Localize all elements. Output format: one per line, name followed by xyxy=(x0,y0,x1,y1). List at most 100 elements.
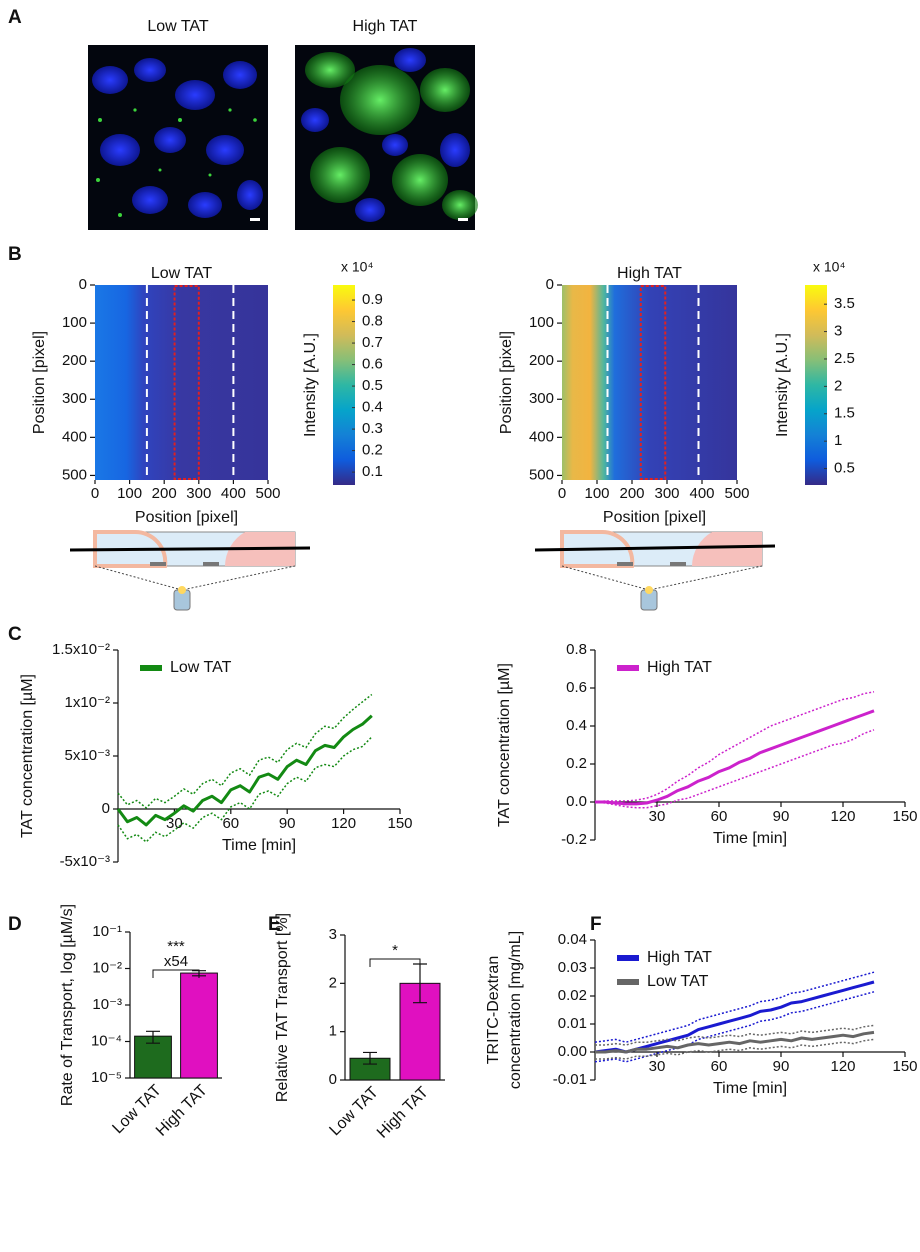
x-tick-label: 0 xyxy=(558,485,566,502)
x-tick-label: 500 xyxy=(724,485,749,502)
y-tick-label: 300 xyxy=(62,390,87,407)
y-tick-label: 0.2 xyxy=(566,755,587,772)
y-tick-label: 10⁻² xyxy=(92,959,122,976)
colorbar-label: Intensity [A.U.] xyxy=(774,333,791,437)
x-tick-label: 0 xyxy=(91,485,99,502)
image-title: Low TAT xyxy=(147,18,209,35)
y-tick-label: 200 xyxy=(62,352,87,369)
y-tick-label: 0.8 xyxy=(566,641,587,658)
y-tick-label: 0.0 xyxy=(566,793,587,810)
x-tick-label: 30 xyxy=(166,815,183,832)
y-tick-label: 0 xyxy=(329,1071,337,1088)
error-bar xyxy=(146,1030,160,1044)
y-tick-label: 100 xyxy=(529,314,554,331)
schematic-high xyxy=(534,529,776,611)
colorbar-tick-label: 0.6 xyxy=(362,356,383,373)
x-tick-label: 300 xyxy=(654,485,679,502)
legend-label: Low TAT xyxy=(647,973,709,990)
band-line xyxy=(594,691,875,803)
colorbar-tick-label: 0.4 xyxy=(362,399,383,416)
colorbar-tick-label: 0.7 xyxy=(362,334,383,351)
series-line xyxy=(116,714,373,827)
y-axis-label: TAT concentration [µM] xyxy=(19,674,36,838)
significance-bracket xyxy=(152,969,200,978)
x-axis-label: Position [pixel] xyxy=(135,509,238,526)
y-tick-label: 300 xyxy=(529,390,554,407)
annotation: x54 xyxy=(164,953,188,970)
error-bar xyxy=(363,1051,377,1065)
y-tick-label: 0.6 xyxy=(566,679,587,696)
colorbar-tick-label: 0.9 xyxy=(362,291,383,308)
x-axis-label: Time [min] xyxy=(713,830,787,847)
x-tick-label: 200 xyxy=(619,485,644,502)
panel-letter: D xyxy=(8,914,22,935)
x-tick-label: High TAT xyxy=(153,1082,211,1140)
y-tick-label: 0 xyxy=(546,276,554,293)
y-tick-label: -5x10⁻³ xyxy=(60,853,110,870)
image-title: High TAT xyxy=(353,18,418,35)
y-tick-label: 0.03 xyxy=(558,959,587,976)
y-tick-label: 10⁻⁴ xyxy=(91,1032,122,1049)
micrograph-high xyxy=(295,45,478,230)
y-tick-label: 5x10⁻³ xyxy=(65,747,110,764)
colorbar-tick-label: 0.2 xyxy=(362,442,383,459)
y-tick-label: 0.4 xyxy=(566,717,587,734)
y-axis-label: TAT concentration [µM] xyxy=(496,663,513,827)
x-tick-label: 120 xyxy=(830,808,855,825)
band-line xyxy=(594,729,875,809)
colorbar xyxy=(333,285,355,485)
x-tick-label: 400 xyxy=(221,485,246,502)
y-tick-label: -0.2 xyxy=(561,831,587,848)
annotation: *** xyxy=(167,938,185,955)
y-tick-label: 100 xyxy=(62,314,87,331)
legend-label: Low TAT xyxy=(170,659,232,676)
x-tick-label: 100 xyxy=(117,485,142,502)
panel-letter: C xyxy=(8,624,22,645)
band-line xyxy=(594,991,875,1063)
band-line xyxy=(595,1024,875,1046)
chart-title: Low TAT xyxy=(151,265,213,282)
y-tick-label: 400 xyxy=(62,428,87,445)
y-axis-label: Position [pixel] xyxy=(498,331,515,434)
y-tick-label: 200 xyxy=(529,352,554,369)
y-tick-label: 1 xyxy=(329,1023,337,1040)
y-tick-label: 400 xyxy=(529,428,554,445)
y-axis-label: Relative TAT Transport [%] xyxy=(274,913,291,1102)
panel-letter: E xyxy=(268,914,281,935)
y-tick-label: 10⁻¹ xyxy=(92,923,122,940)
colorbar-tick-label: 0.3 xyxy=(362,420,383,437)
x-tick-label: High TAT xyxy=(374,1084,432,1142)
x-tick-label: 200 xyxy=(152,485,177,502)
x-tick-label: 150 xyxy=(892,808,917,825)
colorbar-tick-label: 3.5 xyxy=(834,295,855,312)
significance-bracket xyxy=(369,958,421,967)
panel-letter: B xyxy=(8,244,22,265)
colorbar-multiplier: x 10⁴ xyxy=(341,259,373,275)
y-tick-label: 500 xyxy=(62,466,87,483)
colorbar-tick-label: 1.5 xyxy=(834,405,855,422)
x-tick-label: 90 xyxy=(279,815,296,832)
colorbar-tick-label: 0.5 xyxy=(834,460,855,477)
x-axis-label: Time [min] xyxy=(713,1080,787,1097)
roi-box xyxy=(173,285,200,480)
y-tick-label: 0 xyxy=(79,276,87,293)
heatmap-image xyxy=(95,285,268,480)
series-line xyxy=(595,709,875,806)
y-tick-label: 500 xyxy=(529,466,554,483)
annotation: * xyxy=(392,942,398,959)
chart-title: High TAT xyxy=(617,265,682,282)
x-axis-label: Time [min] xyxy=(222,837,296,854)
x-tick-label: 60 xyxy=(711,808,728,825)
x-tick-label: 300 xyxy=(186,485,211,502)
x-tick-label: 60 xyxy=(222,815,239,832)
y-axis-label: TRITC-Dextran xyxy=(485,956,502,1064)
x-tick-label: 500 xyxy=(255,485,280,502)
bar xyxy=(180,972,218,1079)
x-tick-label: 30 xyxy=(649,1058,666,1075)
y-tick-label: -0.01 xyxy=(553,1071,587,1088)
band-line xyxy=(594,971,875,1043)
y-tick-label: 10⁻⁵ xyxy=(91,1069,122,1086)
panel-letter: A xyxy=(8,7,22,28)
